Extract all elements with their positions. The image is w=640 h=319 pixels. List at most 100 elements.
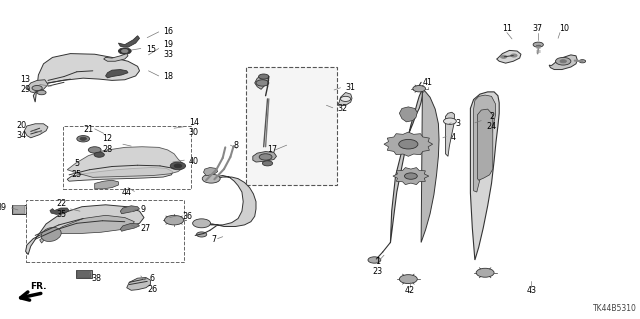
Text: 39: 39 <box>0 204 6 212</box>
Text: 11: 11 <box>502 24 512 33</box>
Text: 6
26: 6 26 <box>147 274 157 293</box>
Polygon shape <box>393 167 429 185</box>
Circle shape <box>476 268 494 277</box>
Circle shape <box>193 219 211 228</box>
Text: 16: 16 <box>163 27 173 36</box>
Text: 31: 31 <box>346 83 356 92</box>
Polygon shape <box>474 95 495 192</box>
Text: 43: 43 <box>526 286 536 295</box>
Polygon shape <box>120 223 140 231</box>
Circle shape <box>256 80 269 86</box>
Text: 27: 27 <box>141 224 151 233</box>
Text: 12
28: 12 28 <box>102 135 113 154</box>
Polygon shape <box>67 167 173 181</box>
Text: 8: 8 <box>234 141 239 150</box>
Text: 5
25: 5 25 <box>72 160 82 179</box>
Polygon shape <box>106 70 128 78</box>
Text: FR.: FR. <box>30 282 47 291</box>
Circle shape <box>174 164 182 168</box>
Text: 20
34: 20 34 <box>17 121 27 140</box>
Polygon shape <box>477 109 493 180</box>
Circle shape <box>259 154 272 160</box>
Text: 40: 40 <box>189 157 199 166</box>
Polygon shape <box>255 76 269 89</box>
Circle shape <box>118 48 131 54</box>
Polygon shape <box>384 132 433 156</box>
Circle shape <box>94 152 104 157</box>
Text: 13
29: 13 29 <box>20 75 31 94</box>
Bar <box>77 270 90 277</box>
Polygon shape <box>67 147 182 177</box>
Circle shape <box>196 232 207 237</box>
Circle shape <box>88 147 101 153</box>
Polygon shape <box>253 152 276 162</box>
Text: TK44B5310: TK44B5310 <box>593 304 637 313</box>
Polygon shape <box>95 180 118 189</box>
Polygon shape <box>33 54 140 102</box>
Circle shape <box>556 57 571 65</box>
Bar <box>246 67 337 185</box>
Text: 4: 4 <box>451 133 456 142</box>
Polygon shape <box>390 89 422 243</box>
Polygon shape <box>338 93 352 106</box>
Circle shape <box>368 257 381 263</box>
Text: 7: 7 <box>211 235 216 244</box>
Text: 3: 3 <box>456 119 461 128</box>
Text: 2
24: 2 24 <box>486 112 497 131</box>
Bar <box>13 205 24 213</box>
Text: 41: 41 <box>422 78 433 87</box>
Circle shape <box>164 215 184 225</box>
Circle shape <box>579 60 586 63</box>
Circle shape <box>399 139 418 149</box>
Bar <box>12 205 26 214</box>
Bar <box>26 200 184 262</box>
Text: 9: 9 <box>141 205 146 214</box>
Polygon shape <box>50 208 69 214</box>
Polygon shape <box>204 167 218 175</box>
Text: 10: 10 <box>559 24 570 33</box>
Text: 36: 36 <box>182 212 193 221</box>
Polygon shape <box>27 80 48 93</box>
Polygon shape <box>104 54 128 61</box>
Text: 15: 15 <box>146 45 156 54</box>
Circle shape <box>413 85 426 92</box>
Circle shape <box>511 54 517 57</box>
Circle shape <box>80 137 86 140</box>
Text: 1
23: 1 23 <box>372 257 383 276</box>
Circle shape <box>500 55 507 58</box>
Polygon shape <box>497 50 521 63</box>
Circle shape <box>404 173 417 179</box>
Polygon shape <box>40 215 134 243</box>
Polygon shape <box>445 112 454 156</box>
Text: 19
33: 19 33 <box>163 40 173 59</box>
Text: 22
35: 22 35 <box>56 199 67 219</box>
Polygon shape <box>120 206 140 214</box>
Polygon shape <box>399 107 417 122</box>
Circle shape <box>533 42 543 47</box>
Circle shape <box>122 49 128 53</box>
Polygon shape <box>26 205 144 255</box>
Text: 21: 21 <box>83 125 93 134</box>
Bar <box>63 126 191 189</box>
Circle shape <box>170 162 186 170</box>
Circle shape <box>340 96 351 101</box>
Polygon shape <box>202 175 256 226</box>
Ellipse shape <box>41 227 61 241</box>
Text: 38: 38 <box>91 274 101 283</box>
Text: 44: 44 <box>122 188 132 197</box>
Polygon shape <box>549 55 577 70</box>
Circle shape <box>259 74 269 79</box>
Circle shape <box>32 85 42 91</box>
Polygon shape <box>470 92 499 260</box>
Polygon shape <box>118 36 140 47</box>
Text: 14
30: 14 30 <box>189 118 199 137</box>
Text: 32: 32 <box>338 104 348 113</box>
Circle shape <box>37 90 46 95</box>
Circle shape <box>262 161 273 166</box>
Circle shape <box>399 275 417 284</box>
Polygon shape <box>421 89 439 242</box>
Circle shape <box>77 136 90 142</box>
Circle shape <box>202 174 220 183</box>
Text: 17: 17 <box>268 145 278 154</box>
Text: 18: 18 <box>163 72 173 81</box>
